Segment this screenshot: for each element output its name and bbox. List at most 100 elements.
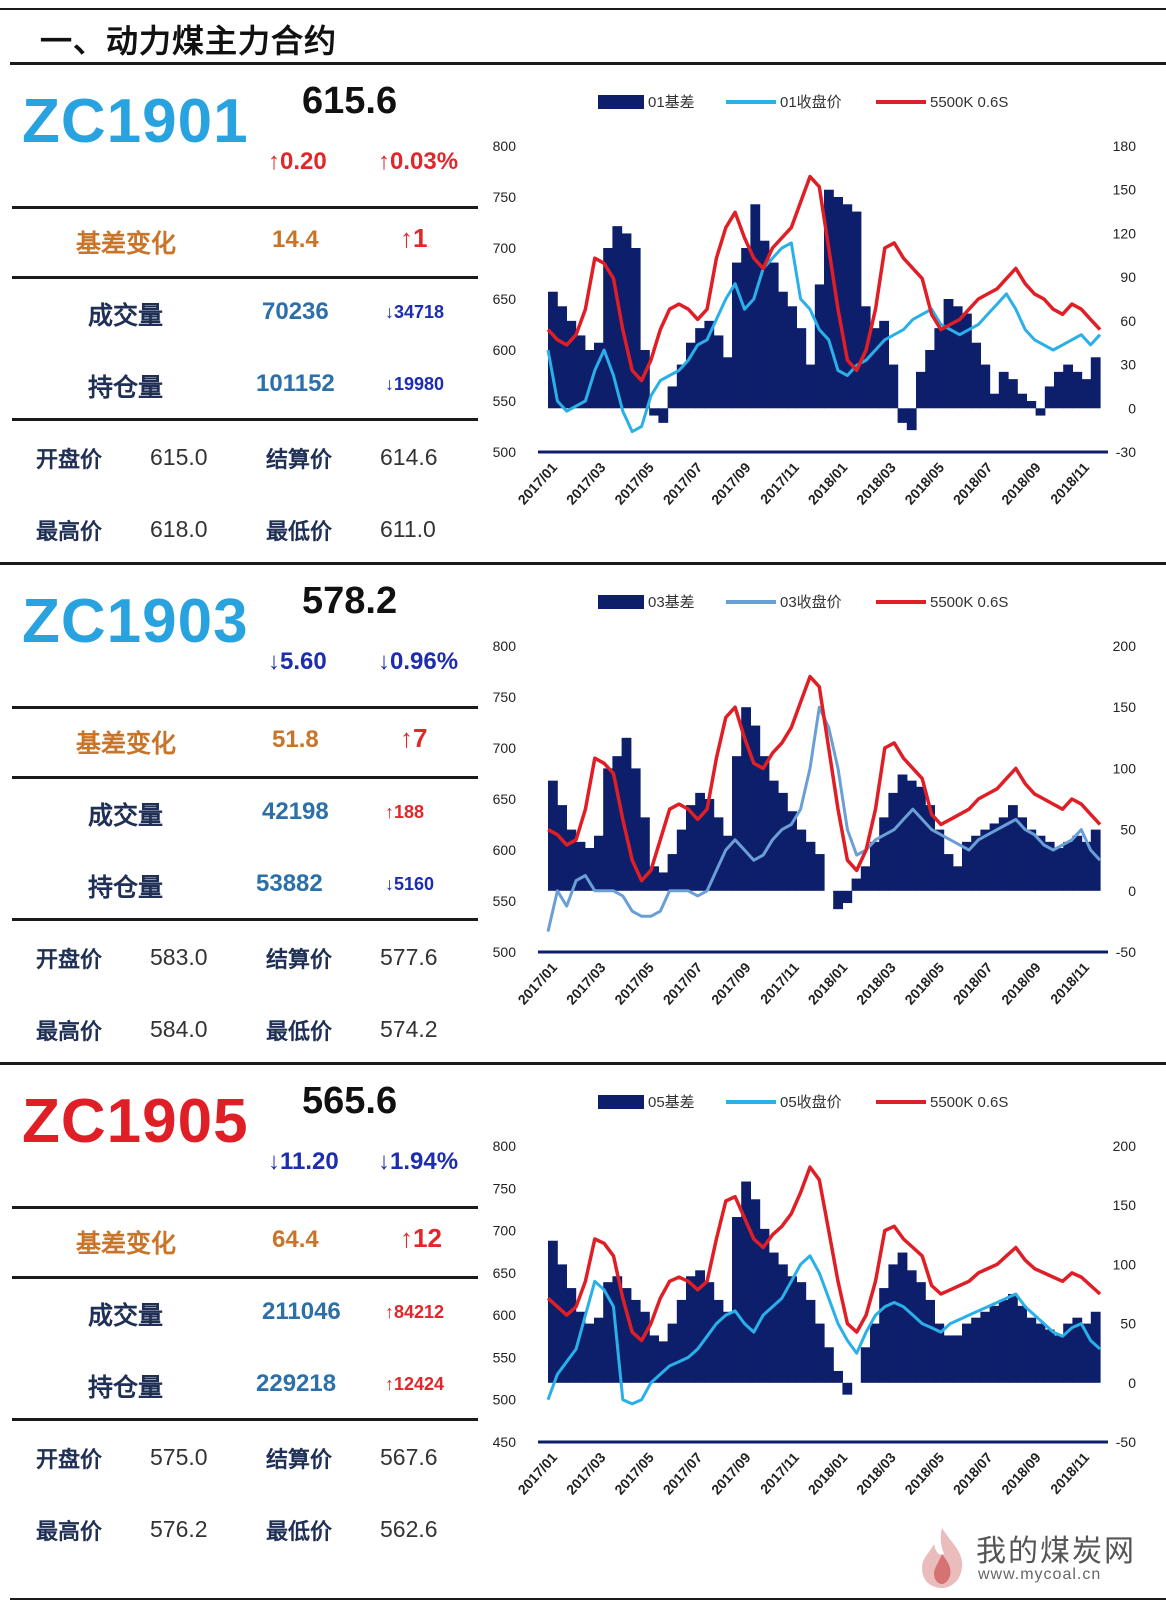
basis-value: 51.8 — [272, 726, 319, 753]
y-left-tick-label: 700 — [493, 1223, 517, 1239]
basis-bar — [851, 878, 862, 891]
high-price-label: 最高价 — [36, 520, 103, 545]
contract-code: ZC1901 — [22, 87, 249, 156]
volume-delta: ↑84212 — [385, 1302, 445, 1322]
basis-bar — [879, 817, 889, 891]
basis-bar — [989, 1305, 1000, 1383]
basis-bar — [1054, 1335, 1064, 1383]
x-tick-label: 2017/11 — [757, 1449, 802, 1497]
basis-bar — [916, 786, 926, 891]
low-price-label: 最低价 — [266, 1520, 333, 1545]
price-change: ↓5.60 — [268, 648, 327, 675]
basis-bar — [732, 1217, 742, 1383]
basis-bar — [704, 320, 715, 409]
basis-bar — [971, 1317, 981, 1383]
basis-bar — [658, 1341, 669, 1383]
basis-bar — [768, 780, 779, 891]
watermark: 我的煤炭网 www.mycoal.cn — [912, 1524, 1152, 1594]
price-change-pct: ↓0.96% — [378, 648, 459, 675]
basis-bar — [1063, 364, 1073, 409]
basis-bar — [1072, 835, 1083, 891]
basis-bar — [870, 841, 880, 891]
basis-bar — [695, 792, 705, 891]
basis-value: 64.4 — [272, 1226, 319, 1253]
x-tick-label: 2018/09 — [998, 959, 1044, 1007]
basis-bar — [1090, 829, 1101, 891]
basis-bar — [649, 866, 659, 891]
settle-price-label: 结算价 — [266, 448, 333, 473]
basis-bar — [1026, 1317, 1037, 1383]
basis-bar — [778, 792, 788, 891]
y-right-tick-label: 50 — [1120, 822, 1136, 838]
y-left-tick-label: 750 — [493, 1180, 517, 1196]
basis-bar — [713, 1299, 724, 1383]
y-right-tick-label: 180 — [1113, 138, 1137, 154]
x-tick-label: 2017/07 — [660, 1449, 706, 1497]
basis-bar — [998, 371, 1009, 409]
basis-bar — [768, 1252, 779, 1383]
y-right-tick-label: 200 — [1113, 638, 1137, 654]
basis-bar — [1072, 371, 1083, 409]
x-tick-label: 2017/07 — [660, 459, 706, 507]
x-tick-label: 2017/01 — [514, 959, 560, 1007]
basis-bar — [860, 866, 871, 891]
watermark-text: 我的煤炭网 — [976, 1534, 1136, 1569]
legend-label: 01基差 — [648, 94, 695, 111]
basis-bar — [906, 408, 917, 431]
basis-bar — [557, 1264, 567, 1383]
basis-bar — [833, 890, 843, 910]
basis-change-label: 基差变化 — [76, 229, 177, 258]
basis-bar — [584, 1323, 595, 1383]
row-divider — [12, 206, 478, 209]
basis-bar — [667, 1323, 678, 1383]
basis-bar — [934, 328, 945, 409]
volume-label: 成交量 — [88, 301, 164, 330]
basis-bar — [603, 768, 613, 891]
x-tick-label: 2018/09 — [998, 1449, 1044, 1497]
basis-change-label: 基差变化 — [76, 1229, 177, 1258]
basis-bar — [879, 320, 889, 409]
y-left-tick-label: 600 — [493, 342, 517, 358]
x-tick-label: 2018/05 — [901, 459, 947, 507]
basis-bar — [686, 342, 696, 409]
basis-bar — [686, 805, 696, 891]
legend-label: 03收盘价 — [780, 593, 842, 611]
basis-bar — [897, 1252, 908, 1383]
basis-bar — [925, 1299, 935, 1383]
x-tick-label: 2017/05 — [611, 1449, 657, 1497]
y-left-tick-label: 650 — [493, 1265, 517, 1281]
basis-bar — [658, 872, 669, 891]
basis-bar — [842, 1382, 853, 1395]
basis-bar — [925, 805, 935, 891]
basis-bar — [603, 1282, 613, 1383]
x-tick-label: 2017/03 — [563, 1449, 609, 1497]
settle-price-label: 结算价 — [266, 1448, 333, 1473]
volume-value: 42198 — [262, 798, 329, 825]
x-tick-label: 2018/05 — [901, 1449, 947, 1497]
basis-bar — [676, 829, 687, 891]
basis-bar — [1026, 401, 1037, 409]
basis-bar — [814, 284, 825, 409]
contract-section-zc1903: ZC1903 578.2 ↓5.60 ↓0.96% 基差变化 51.8 ↑7 成交量 42198… — [0, 566, 1166, 1076]
open-interest-delta: ↓19980 — [385, 374, 445, 394]
basis-bar — [750, 1199, 761, 1383]
basis-bar — [722, 835, 733, 891]
x-tick-label: 2018/11 — [1047, 459, 1092, 507]
basis-bar — [750, 725, 761, 891]
basis-value: 14.4 — [272, 226, 319, 253]
basis-bar — [566, 1288, 577, 1383]
y-left-tick-label: 500 — [493, 444, 517, 460]
volume-delta: ↓34718 — [385, 302, 445, 322]
basis-bar — [732, 262, 742, 409]
y-left-tick-label: 600 — [493, 842, 517, 858]
volume-delta: ↑188 — [385, 802, 425, 822]
bottom-border — [10, 1598, 1166, 1600]
x-tick-label: 2017/07 — [660, 959, 706, 1007]
x-tick-label: 2017/09 — [708, 1449, 754, 1497]
y-left-tick-label: 700 — [493, 240, 517, 256]
basis-bar — [667, 386, 678, 409]
basis-bar — [796, 1282, 807, 1383]
basis-bar — [897, 774, 908, 891]
y-left-tick-label: 650 — [493, 291, 517, 307]
basis-bar — [1044, 841, 1055, 891]
